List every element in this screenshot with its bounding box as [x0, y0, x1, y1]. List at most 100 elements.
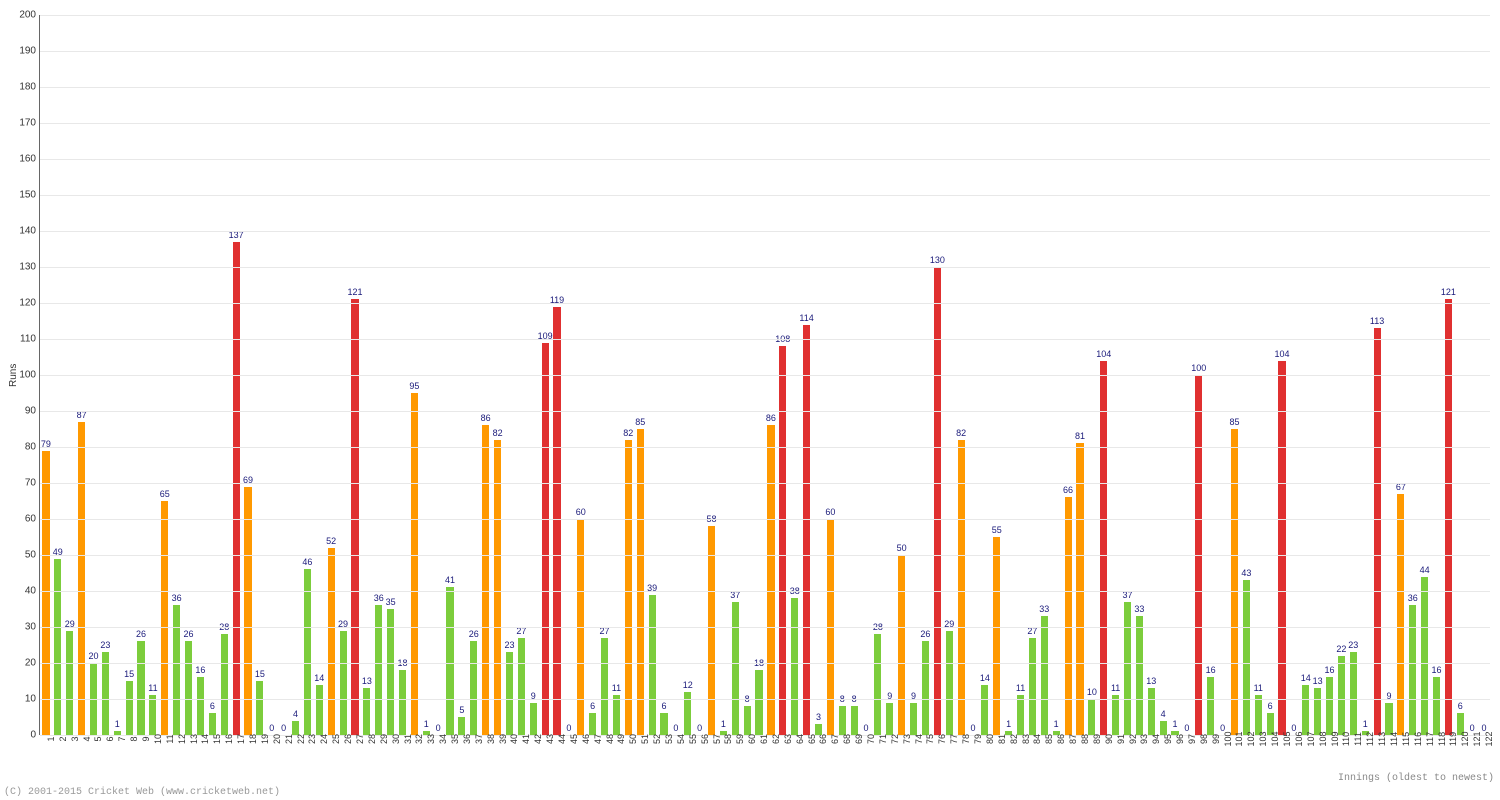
x-tick-label: 75 [925, 734, 935, 744]
bar-value-label: 14 [980, 673, 990, 683]
bar [256, 681, 263, 735]
bar [589, 713, 596, 735]
bar-value-label: 11 [612, 683, 621, 693]
bar-value-label: 104 [1274, 349, 1289, 359]
y-axis-label: Runs [8, 364, 19, 387]
bar-value-label: 121 [347, 287, 362, 297]
x-tick-label: 119 [1448, 732, 1458, 746]
bar [292, 721, 299, 735]
gridline [40, 519, 1490, 520]
x-tick-label: 64 [795, 734, 805, 744]
bar-value-label: 22 [1336, 644, 1346, 654]
bar-value-label: 6 [661, 701, 666, 711]
bar-value-label: 14 [1301, 673, 1311, 683]
x-tick-label: 37 [474, 734, 484, 744]
bar [1374, 328, 1381, 735]
bar [851, 706, 858, 735]
bar [934, 267, 941, 735]
y-tick-label: 200 [19, 10, 40, 21]
x-tick-label: 47 [593, 734, 603, 744]
x-tick-label: 76 [937, 734, 947, 744]
bar [340, 631, 347, 735]
x-tick-label: 45 [569, 734, 579, 744]
x-tick-label: 28 [367, 734, 377, 744]
bar [78, 422, 85, 735]
x-tick-label: 83 [1021, 734, 1031, 744]
bar-value-label: 11 [1016, 683, 1025, 693]
bar-value-label: 11 [1254, 683, 1263, 693]
x-tick-label: 1 [46, 736, 56, 741]
bar [197, 677, 204, 735]
bar-value-label: 82 [623, 428, 633, 438]
x-tick-label: 6 [105, 736, 115, 741]
gridline [40, 591, 1490, 592]
x-tick-label: 51 [640, 734, 650, 744]
bar-value-label: 5 [459, 705, 464, 715]
bar-value-label: 113 [1370, 316, 1384, 326]
x-tick-label: 38 [486, 734, 496, 744]
x-tick-label: 52 [652, 734, 662, 744]
bar [874, 634, 881, 735]
x-tick-label: 118 [1437, 732, 1447, 746]
bar-value-label: 11 [148, 683, 157, 693]
bar-value-label: 86 [766, 413, 776, 423]
x-tick-label: 97 [1187, 734, 1197, 744]
bar-value-label: 23 [504, 640, 514, 650]
x-tick-label: 48 [605, 734, 615, 744]
x-tick-label: 100 [1223, 731, 1233, 746]
x-tick-label: 54 [676, 734, 686, 744]
x-tick-label: 21 [284, 734, 294, 744]
bar-value-label: 16 [195, 665, 205, 675]
x-tick-label: 40 [509, 734, 519, 744]
bar [1326, 677, 1333, 735]
x-tick-label: 95 [1163, 734, 1173, 744]
bar-value-label: 26 [184, 629, 194, 639]
bar [637, 429, 644, 735]
bar [1017, 695, 1024, 735]
bar [649, 595, 656, 735]
x-tick-label: 61 [759, 734, 769, 744]
x-tick-label: 9 [141, 736, 151, 741]
bar [221, 634, 228, 735]
bar-value-label: 33 [1134, 604, 1144, 614]
x-tick-label: 33 [426, 734, 436, 744]
bar [1302, 685, 1309, 735]
x-tick-label: 16 [224, 734, 234, 744]
bar [518, 638, 525, 735]
bar-value-label: 0 [673, 723, 678, 733]
bar-value-label: 0 [697, 723, 702, 733]
x-tick-label: 50 [628, 734, 638, 744]
x-tick-label: 108 [1318, 731, 1328, 746]
bar-value-label: 26 [920, 629, 930, 639]
x-tick-label: 104 [1270, 731, 1280, 746]
x-tick-label: 2 [58, 736, 68, 741]
y-tick-label: 70 [25, 478, 40, 489]
x-tick-label: 25 [331, 734, 341, 744]
bar-value-label: 23 [1348, 640, 1358, 650]
bar [1112, 695, 1119, 735]
x-tick-label: 63 [783, 734, 793, 744]
gridline [40, 411, 1490, 412]
bar-value-label: 0 [970, 723, 975, 733]
x-tick-label: 78 [961, 734, 971, 744]
bar-value-label: 52 [326, 536, 336, 546]
bar-value-label: 6 [210, 701, 215, 711]
bar [102, 652, 109, 735]
bar [1124, 602, 1131, 735]
y-tick-label: 20 [25, 658, 40, 669]
gridline [40, 447, 1490, 448]
bar [1409, 605, 1416, 735]
x-tick-label: 27 [355, 734, 365, 744]
x-tick-label: 88 [1080, 734, 1090, 744]
y-tick-label: 120 [19, 298, 40, 309]
bar [803, 325, 810, 735]
bar-value-label: 0 [566, 723, 571, 733]
y-tick-label: 180 [19, 82, 40, 93]
gridline [40, 123, 1490, 124]
x-tick-label: 91 [1116, 734, 1126, 744]
y-tick-label: 80 [25, 442, 40, 453]
bar-value-label: 16 [1206, 665, 1216, 675]
x-tick-label: 112 [1365, 732, 1375, 746]
bar [1385, 703, 1392, 735]
gridline [40, 231, 1490, 232]
